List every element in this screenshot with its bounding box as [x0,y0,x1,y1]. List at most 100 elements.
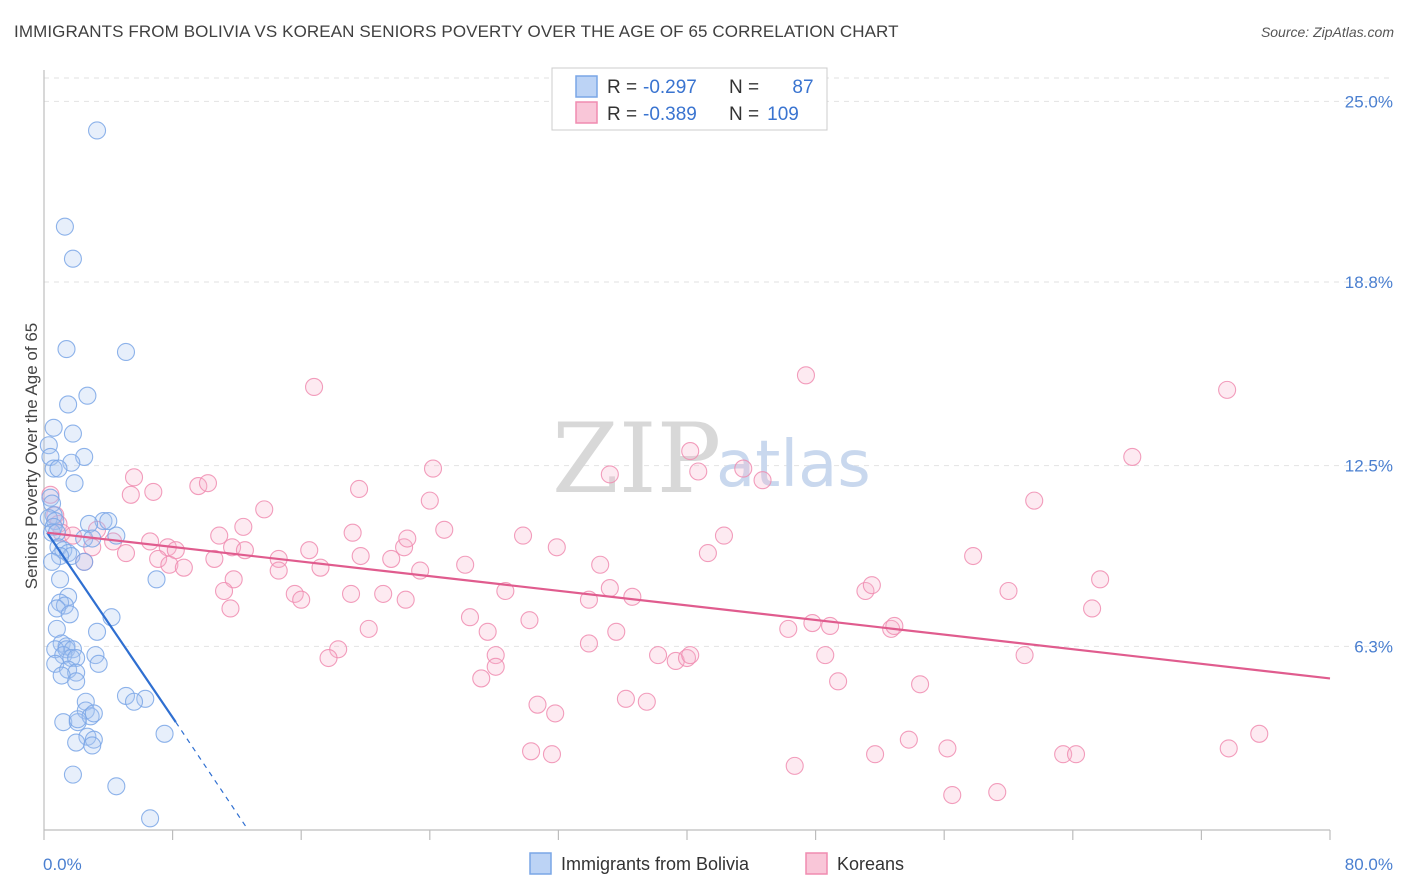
data-point [714,526,734,545]
data-point [89,654,108,673]
legend-n-value-bolivia: 87 [792,77,813,98]
data-point [141,532,160,551]
data-point [221,599,240,618]
data-point [68,710,87,729]
data-point [1066,745,1086,764]
data-point [311,558,330,577]
gridlines [44,77,1393,647]
data-point [546,704,565,723]
data-point [78,386,97,405]
data-point [234,517,253,536]
legend-swatch-koreans [575,101,598,124]
legend-r-label-bolivia: R = [607,77,637,98]
data-point [779,619,798,638]
data-point [522,742,541,761]
data-point [698,544,717,563]
data-point [649,646,668,665]
data-point [51,570,70,589]
data-point [396,590,415,609]
data-point [124,692,144,711]
data-point [63,765,82,784]
x-tick-labels: 0.0% 80.0% [43,855,1393,874]
data-point [999,581,1018,601]
data-point [988,783,1007,802]
y-tick-label: 12.5% [1345,457,1393,476]
data-point [54,713,73,732]
axes [43,70,1331,840]
legend-n-value-koreans: 109 [767,104,799,125]
data-point [160,555,179,574]
data-point [57,340,76,359]
data-point [63,424,82,443]
legend-n-label-bolivia: N = [729,77,759,98]
watermark-zip: ZIP [552,403,721,515]
data-point [65,474,84,493]
data-point [255,500,274,519]
data-point [943,785,962,805]
data-point [478,622,497,641]
data-point [305,377,324,397]
data-point [47,619,66,638]
data-point [623,587,642,606]
data-point [39,436,58,455]
series-koreans [41,366,1269,805]
data-point [486,657,505,676]
data-point [116,544,136,563]
data-point [637,692,656,711]
watermark-atlas: atlas [716,428,871,502]
data-point [121,485,140,504]
data-point [785,756,804,775]
data-point [681,646,700,665]
series-bolivia [39,121,174,828]
data-point [1083,599,1102,618]
data-point [829,672,848,691]
data-point [49,459,68,478]
correlation-legend: R = -0.297 N = 87 R = -0.389 N = 109 [551,67,828,131]
data-point [224,570,243,589]
data-point [911,675,930,694]
bottom-legend-swatch-bolivia [529,852,552,875]
data-point [210,526,229,545]
data-point [607,622,626,641]
data-point [938,739,957,758]
data-point [94,511,113,531]
data-point [734,459,753,478]
data-point [174,558,193,577]
data-point [600,579,619,598]
data-point [398,529,417,548]
data-point [456,555,475,574]
data-point [87,622,107,641]
data-point [292,590,311,609]
trend-lines [46,531,1331,831]
data-point [753,471,772,490]
data-point [343,523,362,542]
y-tick-label: 6.3% [1354,637,1393,656]
legend-r-label-koreans: R = [607,104,637,125]
data-point [124,468,144,487]
data-point [579,634,598,653]
data-point [75,552,94,571]
data-point [141,809,160,828]
data-point [816,646,835,665]
data-point [616,689,635,708]
data-point [51,593,70,612]
data-point [803,614,822,633]
data-point [862,576,881,595]
data-point [899,730,918,749]
y-tick-labels: 6.3% 12.5% 18.8% 25.0% [1345,92,1393,656]
data-point [83,736,102,755]
data-point [205,549,224,568]
data-point [359,619,378,638]
data-point [116,342,136,362]
data-point [1218,380,1237,399]
data-point [866,745,885,764]
data-point [460,608,480,627]
data-point [67,733,86,752]
data-point [63,249,82,268]
legend-n-label-koreans: N = [729,104,759,125]
data-point [87,121,107,140]
data-point [1054,745,1073,764]
data-point [62,648,81,668]
data-point [42,494,62,513]
